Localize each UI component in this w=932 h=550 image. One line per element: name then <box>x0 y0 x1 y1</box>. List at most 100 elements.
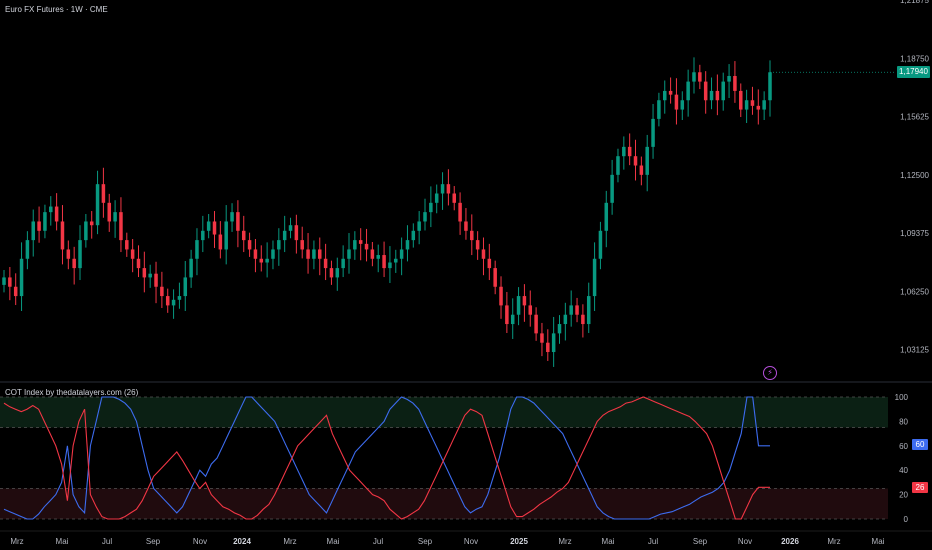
candle <box>259 245 264 272</box>
candle-body <box>241 230 246 241</box>
candle-body <box>604 202 609 231</box>
indicator-tick-label: 60 <box>899 442 908 451</box>
candle-body <box>95 184 100 226</box>
time-axis-label: Nov <box>193 537 207 546</box>
candle-body <box>440 184 445 194</box>
candle-body <box>557 324 562 334</box>
candle <box>335 257 340 291</box>
candle <box>592 242 597 311</box>
candle <box>598 221 603 270</box>
candle-body <box>119 212 123 241</box>
overbought-zone <box>0 397 888 428</box>
candle <box>692 57 696 94</box>
candle <box>101 167 106 218</box>
candle <box>417 211 421 245</box>
candle-body <box>72 258 76 269</box>
candle <box>19 242 24 311</box>
candle-body <box>125 240 129 250</box>
candle-body <box>744 100 749 110</box>
candle-body <box>633 156 638 166</box>
candle <box>119 197 123 253</box>
candle-body <box>212 221 217 235</box>
candle-body <box>265 258 269 263</box>
candle-body <box>470 230 474 241</box>
candle <box>218 221 223 259</box>
candle-body <box>388 262 392 269</box>
candle <box>8 266 12 301</box>
cot-index-red-line <box>3 396 770 520</box>
candle-body <box>505 305 509 325</box>
candle <box>195 228 199 276</box>
candle-body <box>592 258 597 297</box>
candle-body <box>25 240 30 259</box>
candle-body <box>493 268 497 287</box>
candle <box>429 186 433 228</box>
candle-body <box>247 240 252 250</box>
candle <box>265 242 269 278</box>
time-axis-label: Nov <box>464 537 478 546</box>
candle <box>481 237 486 276</box>
candle <box>744 89 749 123</box>
candle-body <box>136 258 141 269</box>
time-axis-label: Jul <box>373 537 383 546</box>
candle <box>49 196 53 226</box>
candle-body <box>639 165 644 175</box>
candle-body <box>189 258 193 278</box>
cot-index-blue-line <box>3 396 770 520</box>
candle-body <box>394 258 398 263</box>
price-tick-label: 1,06250 <box>900 287 929 296</box>
candle <box>2 269 6 293</box>
candle <box>66 240 71 270</box>
candle <box>388 246 392 284</box>
candle-body <box>171 299 176 306</box>
price-tick-label: 1,21875 <box>900 0 929 5</box>
candle <box>610 159 614 215</box>
candle-body <box>563 314 568 325</box>
candle-body <box>680 100 685 110</box>
candle-body <box>434 193 439 203</box>
candle-body <box>662 90 667 101</box>
candle-body <box>347 249 351 259</box>
lightning-icon[interactable]: ⚡ <box>763 366 777 380</box>
candle-body <box>610 174 614 203</box>
candle <box>201 215 205 253</box>
candle-body <box>551 333 556 353</box>
candle <box>224 205 228 265</box>
time-axis-label: Sep <box>418 537 433 546</box>
candle <box>510 298 515 339</box>
candle <box>171 289 176 319</box>
candle <box>78 225 82 281</box>
candle-body <box>727 76 731 82</box>
candle-body <box>768 72 772 101</box>
time-axis-label: Jul <box>648 537 658 546</box>
indicator-title: COT Index by thedatalayers.com (26) <box>5 388 139 397</box>
candle-body <box>294 225 299 241</box>
candle-body <box>160 286 164 297</box>
candle <box>43 204 47 239</box>
candle <box>294 214 299 254</box>
candle <box>323 243 328 281</box>
time-axis-label: 2024 <box>233 537 251 546</box>
time-axis-label: Sep <box>146 537 161 546</box>
candle-body <box>399 249 404 259</box>
candle-body <box>692 72 696 82</box>
candle <box>318 237 322 276</box>
candle-body <box>464 221 468 231</box>
candle <box>727 64 731 99</box>
candle-body <box>721 81 725 101</box>
candle-body <box>540 333 544 343</box>
candle <box>189 249 193 288</box>
red-value-badge: 26 <box>912 482 928 493</box>
current-price-badge: 1,17940 <box>897 66 930 78</box>
candle-body <box>703 81 708 101</box>
candle <box>645 134 649 192</box>
candle <box>54 193 59 231</box>
time-axis-label: Mai <box>602 537 615 546</box>
candle-body <box>733 76 737 91</box>
candle <box>516 287 521 326</box>
candle-body <box>429 202 433 213</box>
candle <box>376 244 380 273</box>
indicator-tick-label: 0 <box>904 515 909 524</box>
indicator-tick-label: 40 <box>899 466 908 475</box>
